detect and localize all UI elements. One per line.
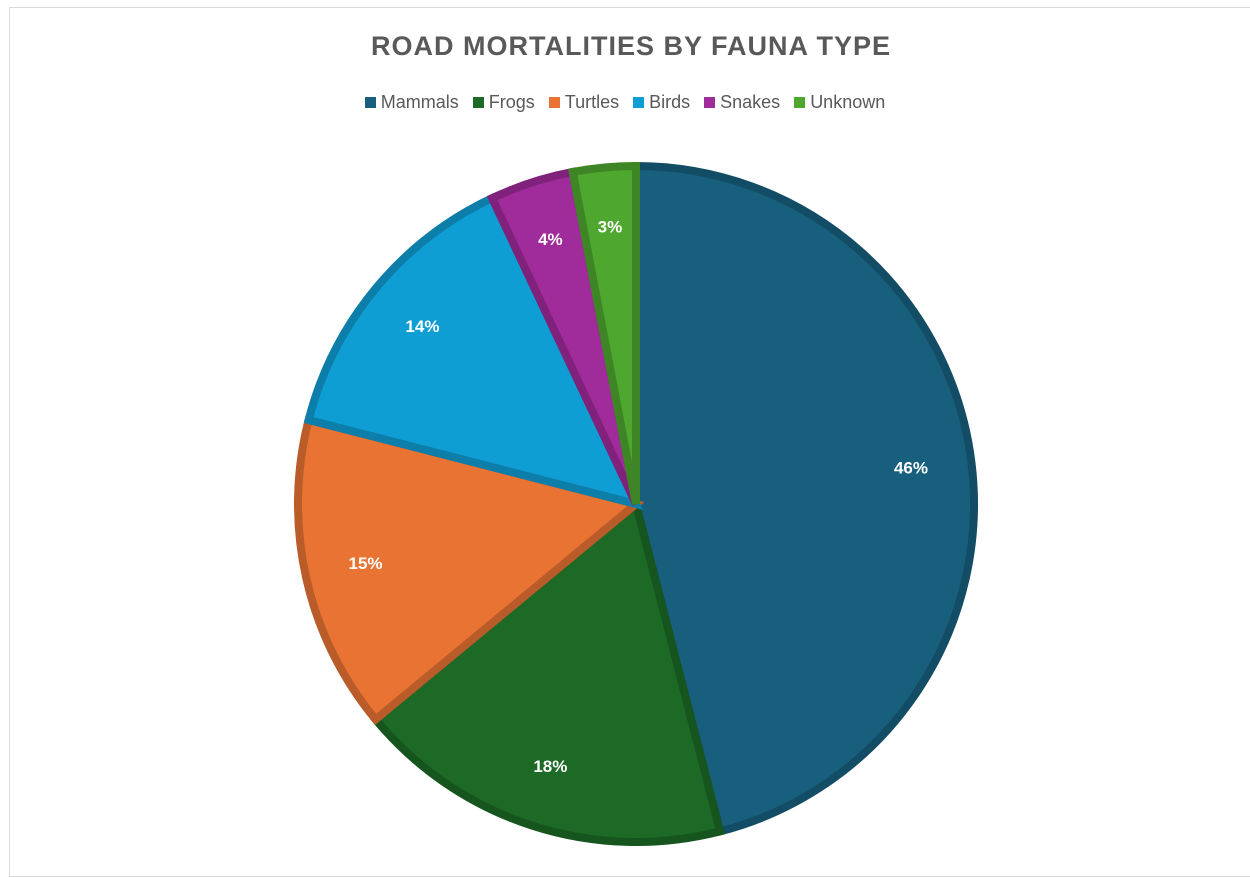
legend: Mammals Frogs Turtles Birds Snakes Unknown — [0, 92, 1250, 113]
chart-title: ROAD MORTALITIES BY FAUNA TYPE — [371, 31, 891, 61]
data-label: 18% — [533, 757, 567, 776]
pie-slice — [294, 415, 645, 726]
pie-slice — [632, 161, 978, 837]
data-label: 15% — [348, 554, 382, 573]
legend-label: Mammals — [380, 92, 459, 112]
legend-item: Mammals — [364, 92, 459, 113]
pie-slice — [567, 161, 640, 505]
data-label: 3% — [598, 218, 623, 237]
legend-swatch — [633, 97, 645, 108]
legend-swatch — [794, 97, 806, 108]
legend-item: Frogs — [472, 92, 535, 113]
data-label: 14% — [405, 317, 439, 336]
data-label: 46% — [894, 459, 928, 478]
pie-slice — [303, 192, 644, 510]
legend-item: Unknown — [794, 92, 885, 113]
legend-label: Unknown — [810, 92, 886, 112]
legend-swatch — [704, 97, 716, 108]
legend-label: Birds — [649, 92, 691, 112]
legend-swatch — [548, 97, 560, 108]
legend-label: Turtles — [564, 92, 620, 112]
legend-swatch — [364, 97, 376, 108]
legend-item: Snakes — [704, 92, 780, 113]
chart: ROAD MORTALITIES BY FAUNA TYPE 46% 18% 15%… — [294, 31, 978, 846]
pie-slice — [369, 496, 725, 846]
legend-item: Turtles — [548, 92, 620, 113]
legend-label: Snakes — [720, 92, 781, 112]
legend-swatch — [472, 97, 484, 108]
legend-label: Frogs — [488, 92, 535, 112]
data-label: 4% — [538, 230, 563, 249]
legend-item: Birds — [633, 92, 690, 113]
